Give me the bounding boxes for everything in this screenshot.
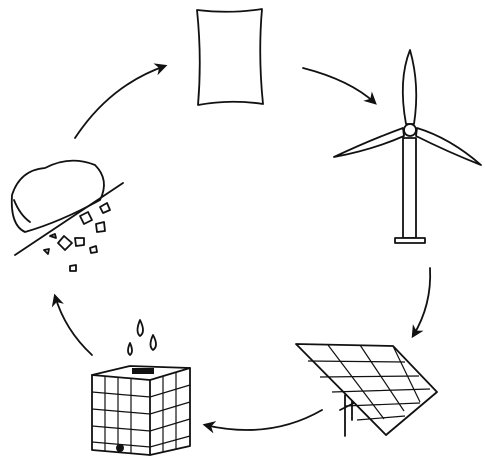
cycle-diagram bbox=[0, 0, 485, 461]
page: (() => { const data = JSON.parse(documen… bbox=[0, 0, 485, 461]
rock-icon bbox=[12, 161, 123, 271]
wind-turbine-icon bbox=[334, 50, 481, 243]
solar-panel-icon bbox=[296, 344, 437, 436]
bag-icon bbox=[197, 9, 263, 105]
arrow bbox=[205, 410, 322, 430]
water-tank-icon bbox=[92, 320, 190, 455]
arrow bbox=[303, 68, 375, 103]
arrow bbox=[75, 66, 165, 138]
arrow bbox=[55, 296, 92, 355]
arrow bbox=[413, 268, 430, 336]
